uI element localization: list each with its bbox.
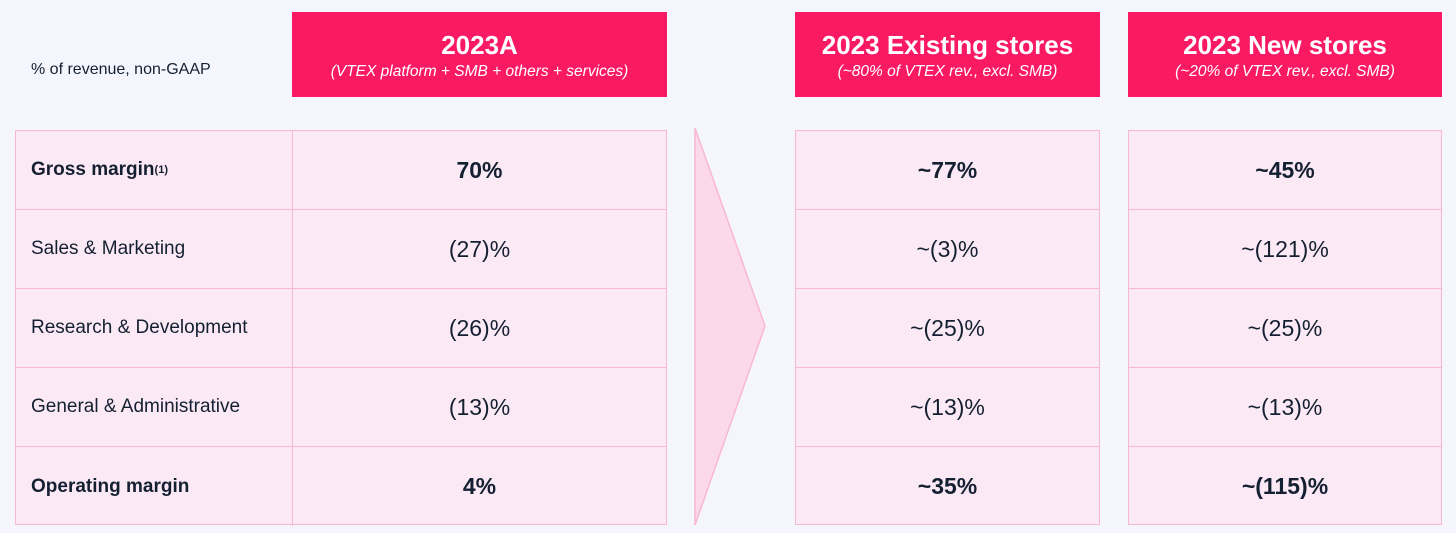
table-row: ~45% xyxy=(1129,131,1441,210)
header-existing-stores-subtitle: (~80% of VTEX rev., excl. SMB) xyxy=(837,63,1058,80)
row-label: Gross margin (1) xyxy=(16,131,293,209)
header-2023a-subtitle: (VTEX platform + SMB + others + services… xyxy=(330,63,629,80)
table-row: ~35% xyxy=(796,447,1099,526)
value-2023a: 4% xyxy=(462,473,497,499)
value-2023a: 70% xyxy=(456,156,503,183)
table-row: ~(121)% xyxy=(1129,210,1441,289)
table-row: ~(115)% xyxy=(1129,447,1441,526)
value-existing-stores: ~35% xyxy=(917,473,978,499)
table-row: ~(25)% xyxy=(1129,289,1441,368)
header-new-stores: 2023 New stores (~20% of VTEX rev., excl… xyxy=(1128,12,1442,97)
table-row: Sales & Marketing (27)% xyxy=(16,210,666,289)
table-existing-stores: ~77% ~(3)% ~(25)% ~(13)% ~35% xyxy=(795,130,1100,525)
header-new-stores-subtitle: (~20% of VTEX rev., excl. SMB) xyxy=(1175,63,1395,80)
value-new-stores: ~45% xyxy=(1255,156,1315,183)
value-new-stores: ~(121)% xyxy=(1241,235,1329,262)
value-existing-stores: ~(3)% xyxy=(916,235,979,262)
value-2023a: (26)% xyxy=(448,314,511,341)
header-new-stores-title: 2023 New stores xyxy=(1183,30,1387,60)
header-2023a-title: 2023A xyxy=(441,30,518,60)
header-existing-stores-title: 2023 Existing stores xyxy=(821,30,1074,60)
value-2023a: (27)% xyxy=(448,235,511,262)
table-row: ~(13)% xyxy=(796,368,1099,447)
table-row: Research & Development (26)% xyxy=(16,289,666,368)
value-2023a: (13)% xyxy=(448,393,511,420)
table-row: ~(3)% xyxy=(796,210,1099,289)
value-existing-stores: ~(25)% xyxy=(910,314,985,341)
value-existing-stores: ~(13)% xyxy=(910,393,985,420)
table-2023a: Gross margin (1) 70% Sales & Marketing (2… xyxy=(15,130,667,526)
value-new-stores: ~(115)% xyxy=(1241,473,1329,499)
table-row: ~77% xyxy=(796,131,1099,210)
row-label: General & Administrative xyxy=(16,368,293,446)
row-label: Research & Development xyxy=(16,289,293,367)
table-row: ~(13)% xyxy=(1129,368,1441,447)
table-row: Gross margin (1) 70% xyxy=(16,131,666,210)
table-subtitle: % of revenue, non-GAAP xyxy=(31,61,211,78)
value-new-stores: ~(25)% xyxy=(1247,314,1323,341)
row-label: Sales & Marketing xyxy=(16,210,293,288)
footnote-marker: (1) xyxy=(154,164,168,176)
row-label: Operating margin xyxy=(16,447,293,526)
header-existing-stores: 2023 Existing stores (~80% of VTEX rev.,… xyxy=(795,12,1100,97)
table-new-stores: ~45% ~(121)% ~(25)% ~(13)% ~(115)% xyxy=(1128,130,1442,525)
table-row: ~(25)% xyxy=(796,289,1099,368)
value-existing-stores: ~77% xyxy=(917,156,978,183)
chevron-arrow-icon xyxy=(694,127,766,526)
value-new-stores: ~(13)% xyxy=(1247,393,1323,420)
table-row: Operating margin 4% xyxy=(16,447,666,526)
table-row: General & Administrative (13)% xyxy=(16,368,666,447)
header-2023a: 2023A (VTEX platform + SMB + others + se… xyxy=(292,12,667,97)
